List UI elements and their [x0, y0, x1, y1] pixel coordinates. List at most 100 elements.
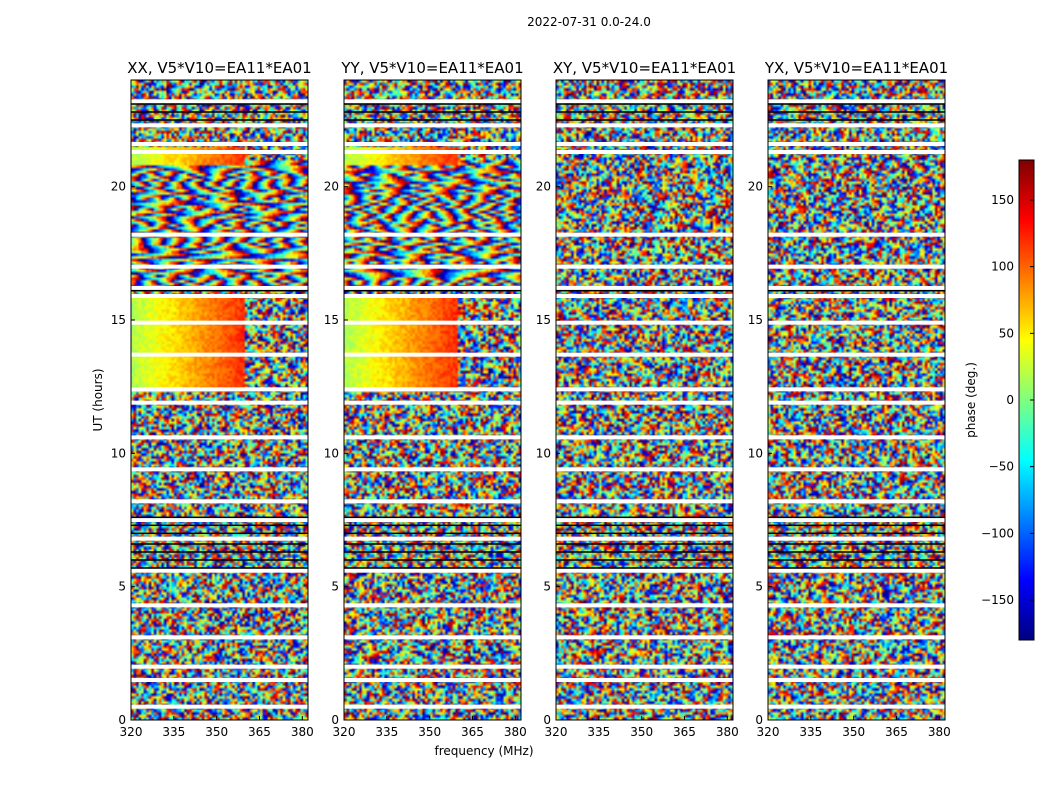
panel-2-frame	[555, 79, 734, 721]
panel-2-line-6	[556, 516, 733, 519]
panel-2-ytick-label-2: 10	[536, 446, 551, 460]
panel-1-gap-14	[344, 320, 521, 325]
panel-2-xtick-label-0: 320	[545, 725, 568, 739]
panel-0-line-2	[131, 551, 308, 553]
panel-0-gap-13	[131, 352, 308, 357]
panel-0-line-4	[131, 532, 308, 535]
panel-0-gap-14	[131, 320, 308, 325]
panel-1-ytick-label-2: 10	[324, 446, 339, 460]
panel-3-gap-7	[768, 518, 945, 522]
panel-0-gap-16	[131, 286, 308, 290]
panel-2-gap-6	[556, 536, 733, 541]
panel-3-gap-11	[768, 400, 945, 405]
panel-3-xtick-label-4: 380	[928, 725, 951, 739]
panel-0-line-10	[131, 103, 308, 105]
panel-1-line-8	[344, 119, 521, 121]
panel-1-gap-6	[344, 536, 521, 541]
panel-3-xtick-label-0: 320	[757, 725, 780, 739]
figure-suptitle: 2022-07-31 0.0-24.0	[527, 15, 651, 29]
panel-2-title: XY, V5*V10=EA11*EA01	[553, 59, 736, 77]
panel-0-line-7	[131, 289, 308, 292]
panel-0-xtick-label-0: 320	[120, 725, 143, 739]
panel-1-gap-18	[344, 232, 521, 237]
panel-3-line-0	[768, 567, 945, 569]
panel-2-line-9	[556, 111, 733, 113]
panel-2-line-3	[556, 543, 733, 545]
panel-1-gap-10	[344, 435, 521, 440]
panel-3-gap-2	[768, 664, 945, 669]
panel-0-xtick-label-2: 350	[205, 725, 228, 739]
panel-1-ytick-label-1: 5	[331, 580, 339, 594]
panel-0-ytick-label-3: 15	[111, 313, 126, 327]
panel-0-xtick-label-1: 335	[162, 725, 185, 739]
panel-1-line-4	[344, 532, 521, 535]
panel-3-gap-5	[768, 568, 945, 573]
panel-3-xtick-label-1: 335	[799, 725, 822, 739]
panel-2-gap-16	[556, 286, 733, 290]
panel-2-gap-19	[556, 150, 733, 154]
panel-3-ytick-label-3: 15	[748, 313, 763, 327]
panel-0-line-6	[131, 516, 308, 519]
panel-3-gap-12	[768, 387, 945, 392]
panel-3-gap-4	[768, 603, 945, 608]
colorbar-tick-label-4: 50	[999, 326, 1014, 340]
panel-1-line-3	[344, 543, 521, 545]
panel-2-gap-20	[556, 142, 733, 146]
panel-3-ytick-label-2: 10	[748, 446, 763, 460]
panel-0-gap-20	[131, 142, 308, 146]
panel-2-ytick-label-4: 20	[536, 180, 551, 194]
panel-0-gap-15	[131, 294, 308, 298]
panel-2-gap-2	[556, 664, 733, 669]
panel-3-line-8	[768, 119, 945, 121]
panel-2-ytick-label-3: 15	[536, 313, 551, 327]
panel-3-gap-18	[768, 232, 945, 237]
panel-2-gap-10	[556, 435, 733, 440]
panel-1-line-9	[344, 111, 521, 113]
panel-3-gap-9	[768, 467, 945, 472]
panel-1-xtick-label-1: 335	[375, 725, 398, 739]
panel-3-line-5	[768, 524, 945, 527]
panel-2-gap-5	[556, 568, 733, 573]
panel-0-gap-12	[131, 387, 308, 392]
panel-3-gap-15	[768, 294, 945, 298]
panel-1-line-5	[344, 524, 521, 527]
panel-0-gap-21	[131, 123, 308, 128]
panel-0-ytick-label-1: 5	[118, 580, 126, 594]
panel-3: YX, V5*V10=EA11*EA01 320 335 350 365 380 0 5 10 1…	[748, 59, 951, 739]
panel-1-gap-20	[344, 142, 521, 146]
panel-2-line-7	[556, 289, 733, 292]
panel-3-ytick-label-1: 5	[755, 580, 763, 594]
panel-3-gap-10	[768, 435, 945, 440]
panel-1-gap-12	[344, 387, 521, 392]
panel-0-line-8	[131, 119, 308, 121]
panel-3-gap-3	[768, 635, 945, 640]
panel-1-gap-8	[344, 499, 521, 504]
panel-0-xtick-label-4: 380	[291, 725, 314, 739]
panel-1-xtick-label-2: 350	[418, 725, 441, 739]
panel-3-line-4	[768, 532, 945, 535]
panel-1-gap-13	[344, 352, 521, 357]
panel-2-line-4	[556, 532, 733, 535]
panel-1-line-6	[344, 516, 521, 519]
panel-3-gap-0	[768, 704, 945, 709]
panel-2: XY, V5*V10=EA11*EA01 320 335 350 365 380 0 5 10 1…	[536, 59, 739, 739]
panel-0-gap-10	[131, 435, 308, 440]
panel-3-gap-20	[768, 142, 945, 146]
panel-1-gap-15	[344, 294, 521, 298]
panel-3-heatmap	[768, 80, 945, 720]
panel-1-ytick-label-0: 0	[331, 713, 339, 727]
panel-1-xtick-label-4: 380	[504, 725, 527, 739]
panel-0-title: XX, V5*V10=EA11*EA01	[127, 59, 311, 77]
panel-1-line-0	[344, 567, 521, 569]
panel-0-line-9	[131, 111, 308, 113]
panel-3-line-1	[768, 559, 945, 561]
panel-3-line-3	[768, 543, 945, 545]
panel-0-ytick-label-0: 0	[118, 713, 126, 727]
panel-1-gap-7	[344, 518, 521, 522]
panel-2-line-2	[556, 551, 733, 553]
panel-2-ytick-label-0: 0	[543, 713, 551, 727]
panel-1-gap-17	[344, 264, 521, 269]
panel-1-line-1	[344, 559, 521, 561]
panel-0-heatmap	[131, 80, 308, 720]
colorbar-tick-label-1: −100	[981, 526, 1014, 540]
